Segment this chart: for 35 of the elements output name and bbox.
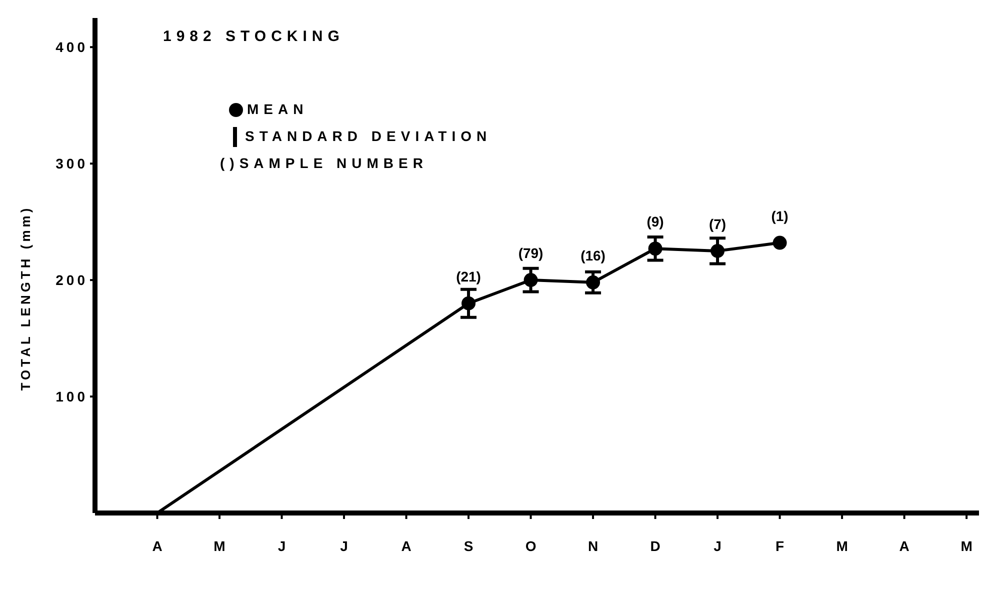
annotation: (21) <box>456 268 481 284</box>
x-tick-label: J <box>340 538 348 554</box>
legend-label: MEAN <box>247 100 308 119</box>
annotation: (9) <box>646 214 664 230</box>
x-tick-label: M <box>836 538 848 554</box>
point <box>462 296 476 310</box>
annotation: (7) <box>708 216 726 232</box>
annotation: (79) <box>518 245 544 262</box>
y-tick-label: 400 <box>56 39 88 56</box>
x-tick-label: O <box>525 538 536 554</box>
point <box>772 236 787 250</box>
x-tick-label: D <box>650 538 660 554</box>
x-tick-label: M <box>960 538 972 554</box>
x-tick-label: S <box>464 538 474 554</box>
x-tick-label: J <box>714 538 722 554</box>
x-tick-label: A <box>152 538 162 554</box>
y-tick-label: 300 <box>56 156 88 172</box>
x-tick-label: M <box>214 538 226 554</box>
x-tick-label: F <box>776 538 785 554</box>
y-axis-title: TOTAL LENGTH (mm) <box>18 205 33 391</box>
x-tick-label: A <box>899 538 910 554</box>
annotation: STANDARD DEVIATION <box>245 127 492 146</box>
x-tick-label: J <box>278 538 286 554</box>
y-tick-label: 100 <box>56 388 88 404</box>
point <box>586 275 600 290</box>
x-tick-label: A <box>401 538 412 554</box>
annotation: ()SAMPLE NUMBER <box>220 154 428 173</box>
x-tick-label: N <box>588 538 598 554</box>
point <box>710 244 725 258</box>
y-tick-label: 200 <box>56 272 88 288</box>
point <box>524 273 538 288</box>
text: 1982 STOCKING <box>163 28 344 45</box>
point <box>648 242 662 256</box>
annotation: (1) <box>771 208 788 224</box>
annotation: (16) <box>580 247 606 264</box>
